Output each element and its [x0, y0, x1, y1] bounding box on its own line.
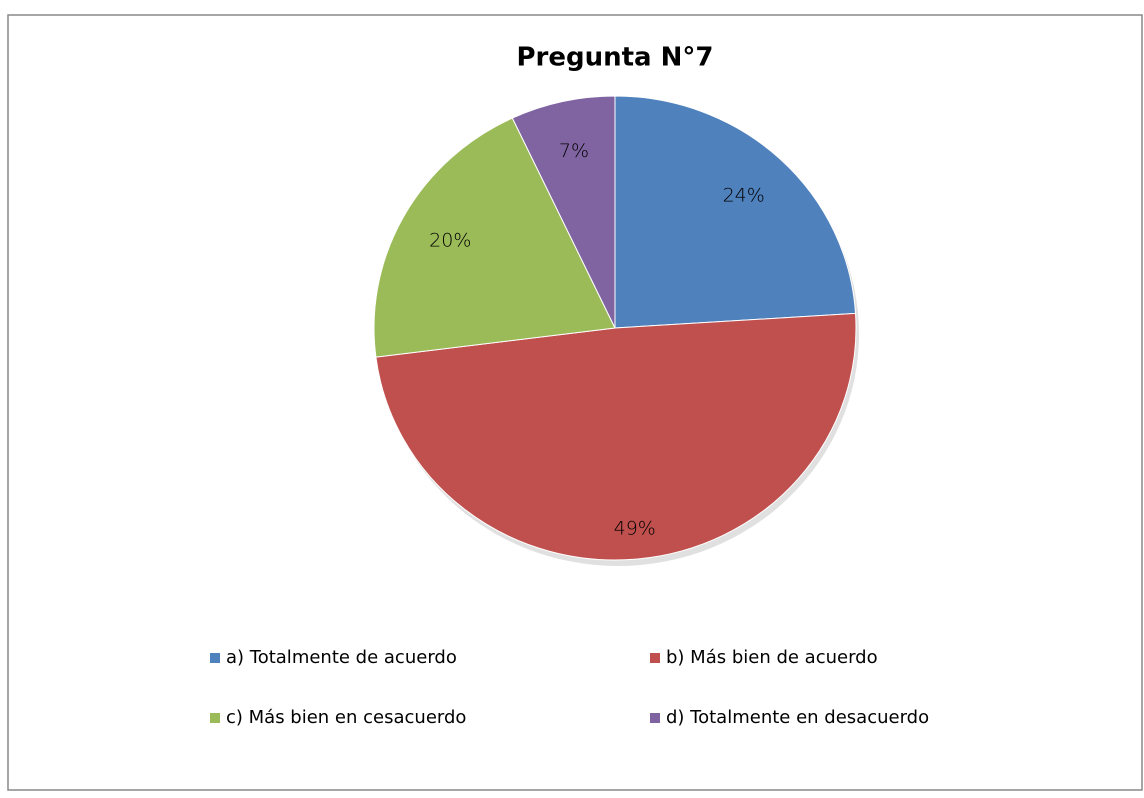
legend-label: a) Totalmente de acuerdo — [226, 647, 457, 668]
pie-slice — [614, 95, 857, 329]
data-label: 24% — [723, 185, 765, 207]
legend-swatch — [650, 713, 660, 723]
chart-title: Pregunta N°7 — [516, 43, 713, 73]
legend-swatch — [210, 713, 220, 723]
data-label: 49% — [614, 517, 656, 539]
pie-slice — [511, 95, 616, 329]
pie-slice — [373, 117, 616, 358]
legend-swatch — [210, 653, 220, 663]
legend-swatch — [650, 653, 660, 663]
legend-label: b) Más bien de acuerdo — [666, 647, 878, 668]
pie-slice — [375, 312, 857, 561]
data-label: 7% — [559, 140, 589, 162]
legend-label: c) Más bien en cesacuerdo — [226, 707, 466, 728]
data-label: 20% — [429, 229, 471, 251]
legend-label: d) Totalmente en desacuerdo — [666, 707, 929, 728]
